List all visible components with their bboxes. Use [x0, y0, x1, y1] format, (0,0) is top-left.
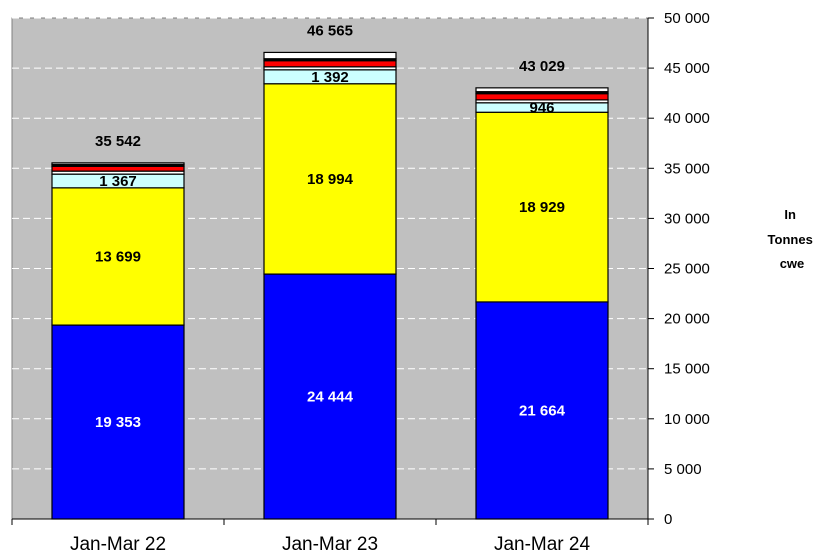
bar-stacks — [51, 51, 609, 520]
segment-value-label: 1 392 — [311, 69, 349, 86]
x-tick-label: Jan-Mar 23 — [282, 534, 378, 555]
y-axis-title-line-1: In — [784, 207, 796, 222]
bar-segment — [263, 60, 397, 68]
data-labels: 19 353 13 699 1 367 35 542 24 444 18 994 1 392… — [95, 22, 566, 431]
x-tick-label: Jan-Mar 22 — [70, 534, 166, 555]
y-axis-title-line-2: Tonnes — [768, 232, 813, 247]
y-tick-label: 25 000 — [664, 261, 710, 278]
segment-value-label: 21 664 — [519, 402, 566, 419]
y-axis-title: In Tonnes cwe — [768, 207, 817, 271]
bar-segment — [51, 187, 185, 326]
y-tick-label: 35 000 — [664, 160, 710, 177]
axes: Jan-Mar 22 Jan-Mar 23 Jan-Mar 24 0 5 000 10 0… — [11, 10, 710, 555]
y-tick-label: 50 000 — [664, 10, 710, 27]
y-tick-label: 10 000 — [664, 411, 710, 428]
total-value-label: 43 029 — [519, 58, 565, 75]
segment-value-label: 13 699 — [95, 248, 141, 265]
y-tick-label: 45 000 — [664, 60, 710, 77]
segment-value-label: 18 929 — [519, 199, 565, 216]
segment-value-label: 18 994 — [307, 171, 354, 188]
y-tick-label: 0 — [664, 511, 672, 528]
y-axis-title-line-3: cwe — [780, 256, 805, 271]
y-tick-label: 40 000 — [664, 110, 710, 127]
bar-segment — [475, 301, 609, 520]
segment-value-label: 946 — [529, 100, 554, 117]
bar-segment — [263, 83, 397, 275]
bar-segment — [263, 51, 397, 60]
y-tick-label: 20 000 — [664, 311, 710, 328]
x-tick-label: Jan-Mar 24 — [494, 534, 591, 555]
total-value-label: 46 565 — [307, 22, 353, 39]
bar-segment — [51, 162, 185, 166]
segment-value-label: 19 353 — [95, 414, 141, 431]
segment-value-label: 1 367 — [99, 173, 137, 190]
segment-value-label: 24 444 — [307, 389, 354, 406]
bar-segment — [51, 165, 185, 172]
bar-segment — [475, 111, 609, 303]
y-tick-label: 30 000 — [664, 210, 710, 227]
y-tick-label: 15 000 — [664, 361, 710, 378]
y-tick-label: 5 000 — [664, 461, 702, 478]
bar-segment — [51, 324, 185, 520]
total-value-label: 35 542 — [95, 133, 141, 150]
bar-segment — [475, 87, 609, 93]
